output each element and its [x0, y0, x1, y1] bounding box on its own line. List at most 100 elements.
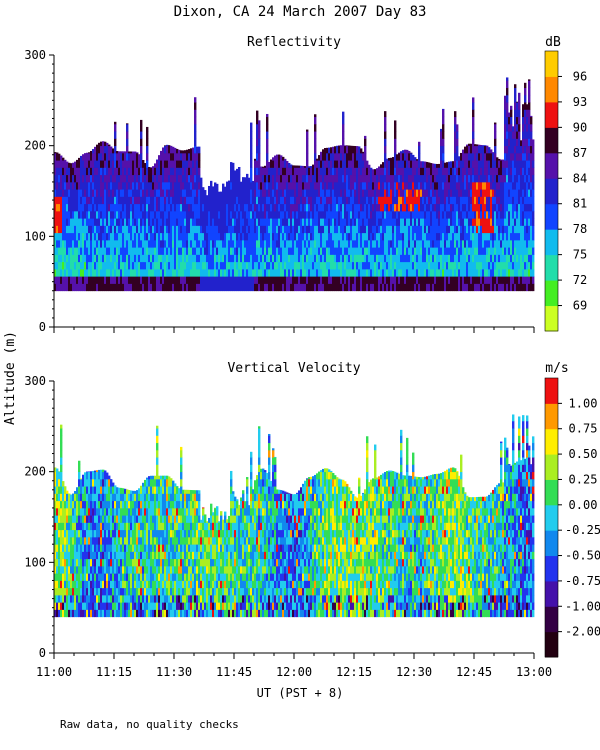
- heatmap-cell: [490, 167, 493, 176]
- heatmap-cell: [268, 174, 271, 183]
- heatmap-cell: [202, 203, 205, 212]
- heatmap-cell: [458, 254, 461, 263]
- heatmap-cell: [442, 108, 445, 110]
- heatmap-cell: [398, 232, 401, 241]
- heatmap-cell: [232, 181, 235, 190]
- heatmap-cell: [530, 210, 533, 219]
- heatmap-cell: [270, 189, 273, 197]
- heatmap-cell: [518, 116, 521, 125]
- heatmap-cell: [64, 218, 67, 226]
- heatmap-cell: [472, 181, 475, 190]
- heatmap-cell: [250, 196, 253, 205]
- heatmap-cell: [56, 152, 59, 154]
- heatmap-cell: [364, 232, 367, 241]
- heatmap-cell: [412, 254, 415, 263]
- heatmap-cell: [348, 225, 351, 234]
- heatmap-cell: [92, 167, 95, 176]
- heatmap-cell: [164, 196, 167, 205]
- heatmap-cell: [408, 283, 411, 292]
- heatmap-cell: [300, 210, 303, 219]
- heatmap-cell: [368, 218, 371, 226]
- heatmap-cell: [180, 150, 183, 154]
- heatmap-cell: [184, 189, 187, 197]
- heatmap-cell: [90, 276, 93, 284]
- heatmap-cell: [206, 254, 209, 263]
- heatmap-cell: [172, 225, 175, 234]
- heatmap-cell: [504, 95, 507, 103]
- heatmap-cell: [164, 268, 167, 277]
- heatmap-cell: [184, 225, 187, 234]
- heatmap-cell: [318, 160, 321, 168]
- heatmap-cell: [88, 276, 91, 284]
- heatmap-cell: [234, 181, 237, 190]
- heatmap-cell: [154, 247, 157, 255]
- heatmap-cell: [274, 247, 277, 255]
- heatmap-cell: [496, 203, 499, 212]
- heatmap-cell: [76, 276, 79, 284]
- heatmap-cell: [476, 261, 479, 270]
- heatmap-cell: [310, 239, 313, 248]
- heatmap-cell: [404, 196, 407, 205]
- heatmap-cell: [400, 232, 403, 241]
- heatmap-column: [368, 164, 371, 292]
- heatmap-cell: [198, 225, 201, 234]
- heatmap-column: [414, 157, 417, 292]
- heatmap-column: [384, 111, 387, 292]
- heatmap-cell: [302, 189, 305, 197]
- heatmap-cell: [314, 225, 317, 234]
- heatmap-cell: [82, 261, 85, 270]
- heatmap-cell: [416, 268, 419, 277]
- heatmap-cell: [284, 196, 287, 205]
- heatmap-cell: [380, 218, 383, 226]
- heatmap-cell: [278, 196, 281, 205]
- heatmap-cell: [244, 210, 247, 219]
- heatmap-cell: [70, 261, 73, 270]
- heatmap-cell: [526, 247, 529, 255]
- heatmap-cell: [178, 239, 181, 248]
- heatmap-cell: [296, 203, 299, 212]
- heatmap-cell: [458, 189, 461, 197]
- heatmap-column: [400, 151, 403, 292]
- heatmap-column: [288, 162, 291, 292]
- heatmap-cell: [222, 239, 225, 248]
- heatmap-cell: [164, 254, 167, 263]
- heatmap-cell: [126, 123, 129, 125]
- heatmap-cell: [190, 210, 193, 219]
- heatmap-column: [90, 150, 93, 292]
- heatmap-cell: [300, 247, 303, 255]
- heatmap-cell: [428, 268, 431, 277]
- heatmap-cell: [246, 276, 249, 284]
- heatmap-cell: [134, 210, 137, 219]
- heatmap-cell: [94, 160, 97, 168]
- heatmap-cell: [296, 232, 299, 241]
- heatmap-cell: [460, 167, 463, 176]
- heatmap-cell: [102, 152, 105, 161]
- heatmap-cell: [520, 167, 523, 176]
- heatmap-cell: [126, 218, 129, 226]
- heatmap-cell: [276, 232, 279, 241]
- heatmap-cell: [206, 196, 209, 205]
- heatmap-cell: [110, 196, 113, 205]
- heatmap-cell: [132, 151, 135, 154]
- heatmap-cell: [514, 196, 517, 205]
- heatmap-column: [350, 145, 353, 292]
- heatmap-cell: [336, 254, 339, 263]
- heatmap-cell: [78, 276, 81, 284]
- heatmap-cell: [70, 239, 73, 248]
- heatmap-cell: [200, 210, 203, 219]
- heatmap-cell: [462, 283, 465, 292]
- heatmap-cell: [276, 167, 279, 176]
- heatmap-cell: [304, 189, 307, 197]
- heatmap-cell: [452, 218, 455, 226]
- heatmap-cell: [350, 261, 353, 270]
- heatmap-cell: [378, 239, 381, 248]
- heatmap-cell: [182, 174, 185, 183]
- heatmap-cell: [224, 268, 227, 277]
- heatmap-cell: [70, 254, 73, 263]
- heatmap-cell: [312, 283, 315, 292]
- heatmap-cell: [466, 203, 469, 212]
- heatmap-cell: [480, 254, 483, 263]
- heatmap-column: [238, 167, 241, 292]
- heatmap-cell: [252, 239, 255, 248]
- heatmap-cell: [212, 189, 215, 197]
